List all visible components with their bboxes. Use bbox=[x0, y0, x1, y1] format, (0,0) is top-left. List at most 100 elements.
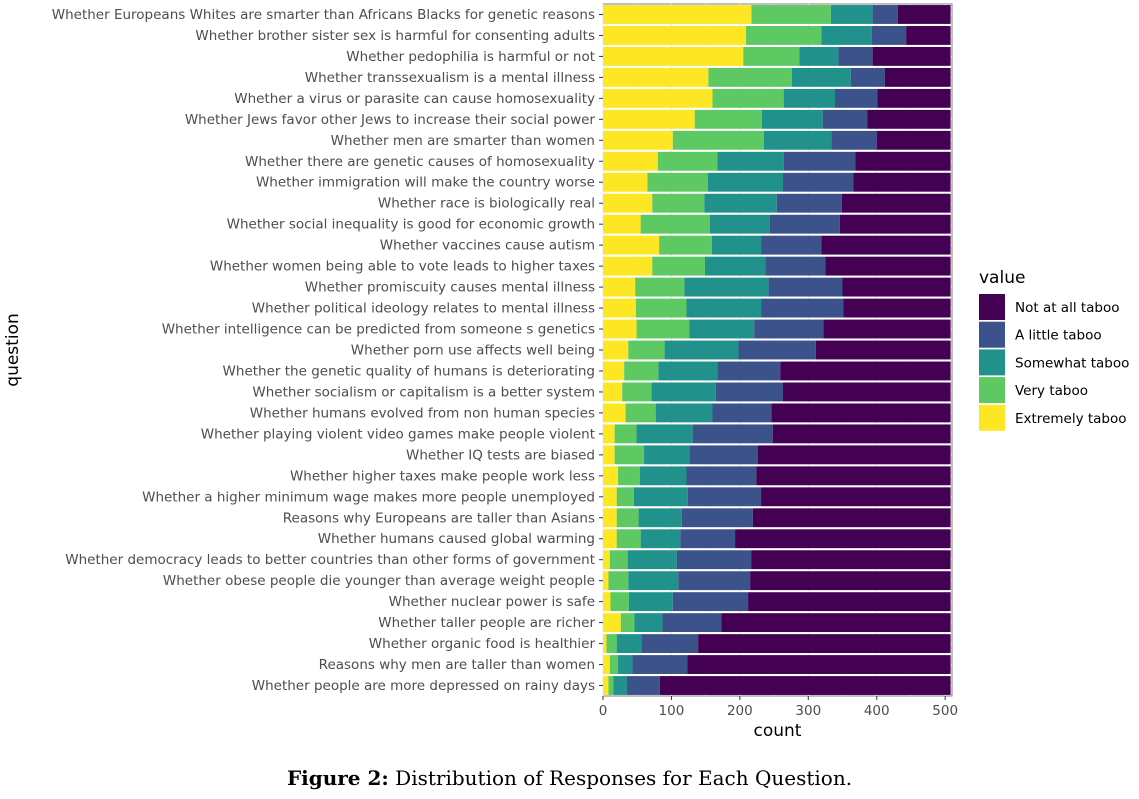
legend-title: value bbox=[979, 268, 1025, 288]
bar-segment bbox=[842, 277, 951, 297]
y-tick-label: Whether democracy leads to better countr… bbox=[65, 552, 595, 568]
x-tick-label: 200 bbox=[727, 703, 753, 719]
bar-segment bbox=[821, 26, 872, 45]
bar-segment bbox=[686, 466, 757, 486]
y-tick-label: Whether taller people are richer bbox=[378, 615, 595, 631]
bar-segment bbox=[776, 193, 842, 213]
y-tick-label: Whether men are smarter than women bbox=[331, 133, 595, 149]
bar-segment bbox=[698, 634, 951, 654]
bar-segment bbox=[897, 5, 951, 24]
y-tick-label: Whether there are genetic causes of homo… bbox=[245, 154, 595, 170]
bar-segment bbox=[616, 508, 639, 528]
bar-segment bbox=[678, 571, 751, 591]
x-tick-labels: 0 100 200 300 400 500 bbox=[599, 696, 958, 719]
bar-segment bbox=[628, 340, 665, 360]
bar-segment bbox=[628, 571, 679, 591]
y-tick-label: Whether socialism or capitalism is a bet… bbox=[252, 384, 595, 400]
y-tick-label: Whether the genetic quality of humans is… bbox=[223, 363, 595, 379]
bar-segment bbox=[616, 487, 634, 507]
bar-segment bbox=[614, 424, 637, 444]
bar-segment bbox=[704, 193, 777, 213]
bar-segment bbox=[603, 592, 611, 612]
bar-segment bbox=[830, 5, 873, 24]
bar-segment bbox=[757, 445, 951, 465]
bar-segment bbox=[761, 487, 951, 507]
bar-segment bbox=[906, 26, 951, 45]
bar-segment bbox=[761, 235, 822, 255]
y-tick-label: Whether race is biologically real bbox=[378, 196, 595, 212]
bar-segment bbox=[867, 109, 951, 129]
bar-segment bbox=[603, 67, 709, 87]
bar-segment bbox=[603, 424, 615, 444]
legend-label: Somewhat taboo bbox=[1015, 355, 1129, 371]
y-tick-label: Whether immigration will make the countr… bbox=[256, 175, 595, 191]
y-tick-label: Whether nuclear power is safe bbox=[389, 594, 595, 610]
bar-segment bbox=[626, 676, 660, 695]
y-tick-label: Whether women being able to vote leads t… bbox=[210, 259, 595, 275]
bar-segment bbox=[853, 172, 951, 192]
bar-segment bbox=[629, 592, 673, 612]
bar-segment bbox=[821, 235, 951, 255]
bar-segment bbox=[659, 676, 951, 695]
bar-segment bbox=[603, 109, 695, 129]
bar-segment bbox=[638, 508, 682, 528]
bar-segment bbox=[735, 529, 951, 549]
bar-segment bbox=[603, 487, 617, 507]
bar-segment bbox=[748, 592, 951, 612]
y-tick-label: Reasons why Europeans are taller than As… bbox=[283, 510, 595, 526]
bar-segment bbox=[603, 298, 636, 318]
bar-segment bbox=[871, 26, 907, 45]
bar-segment bbox=[738, 340, 816, 360]
bar-segment bbox=[635, 277, 685, 297]
bar-segment bbox=[839, 214, 951, 234]
bar-segment bbox=[603, 613, 621, 633]
bar-segment bbox=[815, 340, 951, 360]
bar-segment bbox=[712, 403, 772, 423]
y-tick-label: Whether a higher minimum wage makes more… bbox=[142, 489, 595, 505]
bar-segment bbox=[877, 88, 951, 108]
y-tick-label: Reasons why men are taller than women bbox=[319, 657, 595, 673]
bar-segment bbox=[715, 382, 783, 402]
bar-segment bbox=[603, 466, 619, 486]
bar-segment bbox=[791, 67, 851, 87]
bar-segment bbox=[721, 613, 951, 633]
bar-segment bbox=[769, 214, 840, 234]
bar-segment bbox=[603, 340, 629, 360]
bar-segment bbox=[782, 172, 854, 192]
bar-segment bbox=[763, 130, 832, 150]
bar-segment bbox=[841, 193, 951, 213]
bar-segment bbox=[876, 130, 951, 150]
bar-segment bbox=[712, 88, 784, 108]
bar-segment bbox=[640, 214, 710, 234]
bar-segment bbox=[768, 277, 843, 297]
legend-label: Extremely taboo bbox=[1015, 411, 1127, 427]
caption-label: Figure 2: bbox=[286, 766, 389, 790]
y-tick-label: Whether Europeans Whites are smarter tha… bbox=[52, 7, 595, 23]
bar-segment bbox=[616, 634, 642, 654]
bar-segment bbox=[687, 655, 951, 674]
bar-segment bbox=[613, 676, 627, 695]
bar-segment bbox=[676, 550, 752, 570]
bar-segment bbox=[684, 277, 769, 297]
y-tick-label: Whether intelligence can be predicted fr… bbox=[162, 322, 595, 338]
x-axis-title: count bbox=[754, 721, 802, 741]
bar-segment bbox=[603, 529, 617, 549]
y-tick-label: Whether social inequality is good for ec… bbox=[227, 217, 595, 233]
bar-segment bbox=[618, 655, 633, 674]
y-tick-label: Whether obese people die younger than av… bbox=[163, 573, 595, 589]
bar-segment bbox=[689, 319, 755, 339]
legend-swatch bbox=[979, 321, 1005, 348]
bar-segment bbox=[756, 466, 951, 486]
bar-segment bbox=[609, 550, 628, 570]
bar-segment bbox=[603, 655, 610, 674]
bar-segment bbox=[624, 361, 659, 381]
bar-segment bbox=[708, 67, 792, 87]
bar-segment bbox=[603, 235, 660, 255]
bar-segment bbox=[620, 613, 635, 633]
bar-segment bbox=[855, 151, 951, 171]
bar-segment bbox=[603, 277, 636, 297]
bar-segment bbox=[822, 109, 868, 129]
legend-swatch bbox=[979, 349, 1005, 376]
y-tick-label: Whether organic food is healthier bbox=[369, 636, 596, 652]
y-tick-label: Whether higher taxes make people work le… bbox=[290, 468, 595, 484]
